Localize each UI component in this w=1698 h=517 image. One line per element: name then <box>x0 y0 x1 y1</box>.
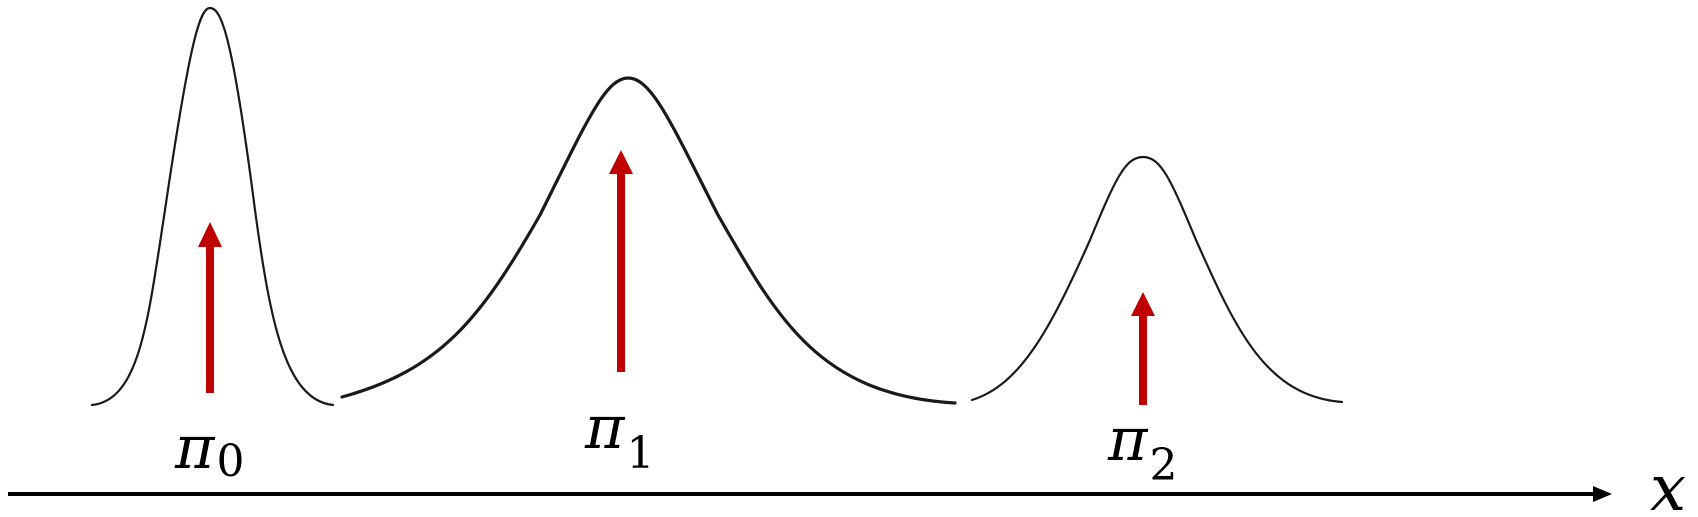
density-curve-1 <box>340 76 957 405</box>
weight-label-0: π0 <box>174 413 244 487</box>
weight-arrow-head-1 <box>609 150 633 174</box>
density-curve-0 <box>90 6 335 407</box>
weight-arrow-head-0 <box>198 222 222 247</box>
component-1: π1 <box>340 76 957 479</box>
x-axis: x <box>8 452 1686 517</box>
component-0: π0 <box>90 6 335 487</box>
weight-label-0-subscript: 0 <box>216 436 244 487</box>
x-axis-arrowhead <box>1593 486 1612 502</box>
weight-label-1: π1 <box>584 393 654 479</box>
component-2: π2 <box>970 155 1344 491</box>
density-curve-2 <box>970 155 1344 404</box>
weight-label-1-subscript: 1 <box>626 428 654 479</box>
weight-arrow-head-2 <box>1131 292 1155 316</box>
weight-label-2: π2 <box>1107 405 1177 491</box>
weight-label-2-subscript: 2 <box>1149 440 1177 491</box>
x-axis-label: x <box>1650 452 1686 517</box>
